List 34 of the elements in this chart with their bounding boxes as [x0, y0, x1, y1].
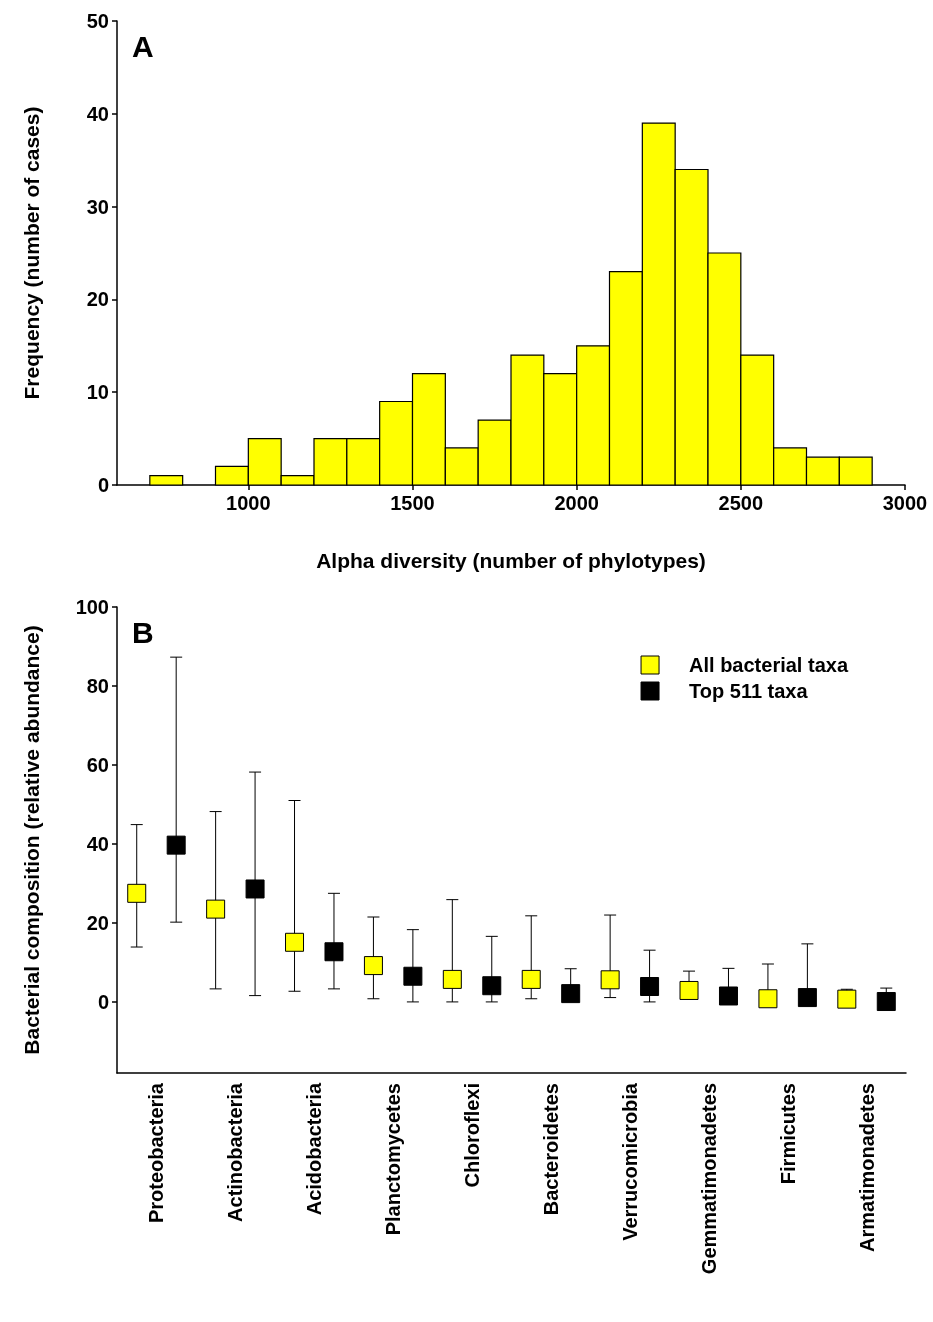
y-tick-label: 10: [86, 381, 109, 404]
x-tick-label: 1000: [226, 492, 271, 514]
annotation: B: [132, 615, 154, 649]
x-tick-label: Chloroflexi: [461, 1083, 484, 1188]
x-tick-label: 1500: [390, 492, 435, 514]
x-tick-label: Verrucomicrobia: [618, 1082, 641, 1241]
legend-label: All bacterial taxa: [689, 654, 849, 676]
x-tick-label: Planctomycetes: [382, 1083, 405, 1236]
y-tick-label: 0: [97, 990, 109, 1013]
y-tick-label: 20: [86, 911, 109, 934]
x-tick-label: 2500: [718, 492, 764, 514]
legend-label: Top 511 taxa: [689, 680, 809, 702]
x-tick-label: 2000: [554, 492, 599, 514]
y-tick-label: 80: [86, 674, 109, 697]
x-tick-label: Firmicutes: [776, 1083, 799, 1185]
x-tick-label: Acidobacteria: [303, 1082, 326, 1216]
x-tick-label: Armatimonadetes: [855, 1083, 878, 1252]
x-tick-label: Bacteroidetes: [539, 1083, 562, 1216]
y-axis-title: Frequency (number of cases): [20, 106, 43, 400]
x-tick-label: Gemmatimonadetes: [697, 1083, 720, 1275]
y-tick-label: 30: [86, 195, 109, 218]
x-tick-label: 3000: [882, 492, 928, 514]
y-tick-label: 0: [97, 474, 109, 496]
y-tick-label: 60: [86, 753, 109, 776]
x-axis-title: Alpha diversity (number of phylotypes): [316, 549, 706, 572]
annotation: A: [132, 29, 154, 63]
y-axis-title: Bacterial composition (relative abundance): [20, 625, 43, 1055]
y-tick-label: 40: [86, 102, 109, 125]
y-tick-label: 100: [75, 596, 109, 618]
y-tick-label: 20: [86, 288, 109, 311]
x-tick-label: Proteobacteria: [145, 1082, 168, 1224]
y-tick-label: 50: [86, 10, 109, 32]
y-tick-label: 40: [86, 832, 109, 855]
x-tick-label: Actinobacteria: [224, 1082, 247, 1222]
